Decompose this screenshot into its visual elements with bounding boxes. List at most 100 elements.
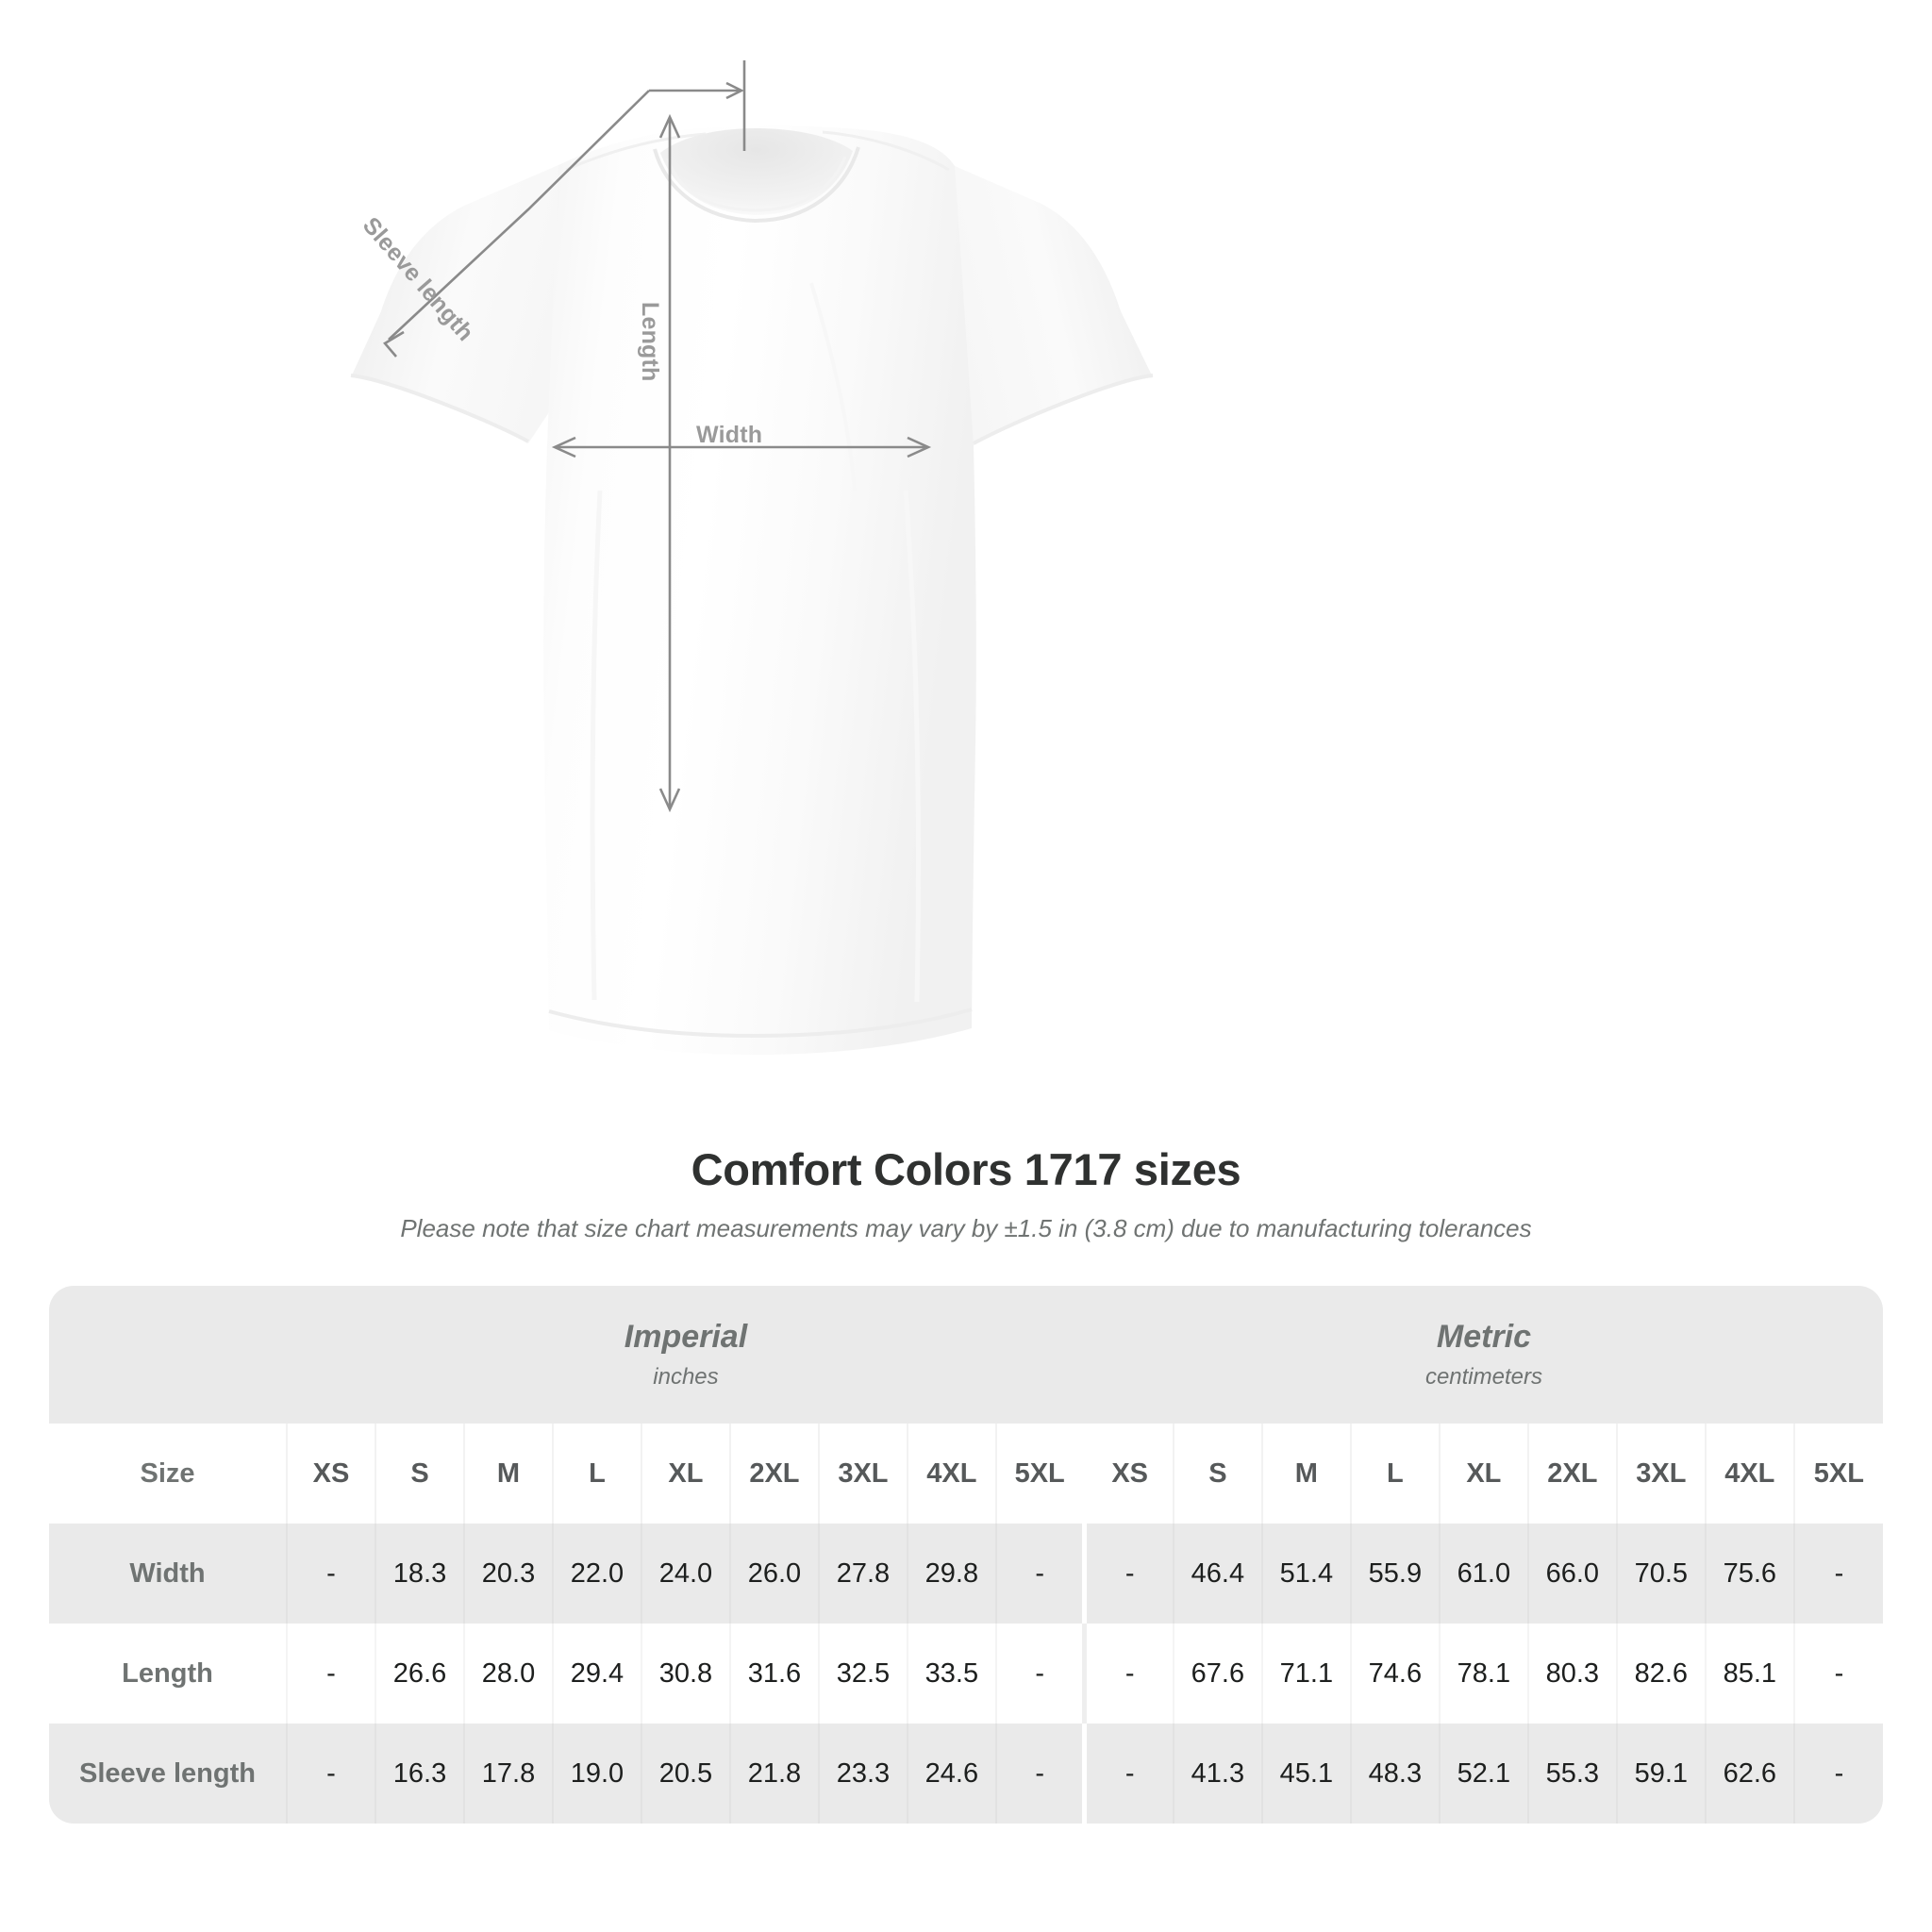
cell-length-metric-M: 71.1 xyxy=(1260,1624,1351,1724)
cell-width-imperial-XL: 24.0 xyxy=(640,1524,730,1624)
size-header-imperial-XL: XL xyxy=(640,1424,730,1524)
cell-sleeve-length-metric-5XL: - xyxy=(1792,1724,1883,1824)
cell-length-imperial-XS: - xyxy=(286,1624,375,1724)
left-shoulder-seam xyxy=(565,132,707,172)
unit-name-metric: Metric xyxy=(1436,1319,1532,1356)
cell-length-imperial-M: 28.0 xyxy=(462,1624,553,1724)
sleeve-arrow-right xyxy=(725,81,744,100)
size-header-label: Size xyxy=(140,1457,195,1489)
length-annotation: Length xyxy=(637,302,663,382)
size-header-row: Size XS S M L XL 2XL 3XL 4XL 5XL XS S M L XL 2XL 3XL 4XL 5… xyxy=(49,1424,1883,1524)
cell-sleeve-length-imperial-XS: - xyxy=(286,1724,375,1824)
cell-width-metric-2XL: 66.0 xyxy=(1526,1524,1617,1624)
cell-length-metric-5XL: - xyxy=(1792,1624,1883,1724)
tshirt-svg xyxy=(350,60,1154,1055)
cell-length-metric-XL: 78.1 xyxy=(1438,1624,1528,1724)
table-row: Length -26.6 28.0 29.4 30.8 31.6 32.5 33.5- -67.… xyxy=(49,1624,1883,1724)
size-header-imperial-4XL: 4XL xyxy=(906,1424,996,1524)
size-header-metric-3XL: 3XL xyxy=(1615,1424,1706,1524)
cell-length-imperial-XL: 30.8 xyxy=(640,1624,730,1724)
cell-length-imperial-2XL: 31.6 xyxy=(728,1624,819,1724)
cell-sleeve-length-metric-M: 45.1 xyxy=(1260,1724,1351,1824)
cell-width-metric-3XL: 70.5 xyxy=(1615,1524,1706,1624)
cell-length-metric-S: 67.6 xyxy=(1172,1624,1262,1724)
cell-sleeve-length-metric-S: 41.3 xyxy=(1172,1724,1262,1824)
table-row: Sleeve length -16.3 17.8 19.0 20.5 21.8 23.3 24… xyxy=(49,1724,1883,1824)
unit-cell-imperial: Imperial inches xyxy=(287,1286,1085,1424)
size-header-metric-L: L xyxy=(1349,1424,1440,1524)
size-header-metric-4XL: 4XL xyxy=(1704,1424,1794,1524)
cell-sleeve-length-imperial-L: 19.0 xyxy=(551,1724,641,1824)
fold-left xyxy=(590,490,603,1001)
table-row: Width -18.3 20.3 22.0 24.0 26.0 27.8 29.8- -46.4… xyxy=(49,1524,1883,1624)
cell-sleeve-length-imperial-2XL: 21.8 xyxy=(728,1724,819,1824)
cell-sleeve-length-imperial-M: 17.8 xyxy=(462,1724,553,1824)
cell-length-metric-L: 74.6 xyxy=(1349,1624,1440,1724)
shirt-body xyxy=(543,125,976,1055)
left-sleeve-hem xyxy=(350,374,529,443)
collar-rib-outer xyxy=(653,146,860,224)
cell-sleeve-length-metric-XL: 52.1 xyxy=(1438,1724,1528,1824)
cell-sleeve-length-metric-XS: - xyxy=(1082,1724,1174,1824)
size-header-metric-XL: XL xyxy=(1438,1424,1528,1524)
unit-sub-metric: centimeters xyxy=(1424,1363,1542,1390)
size-header-imperial-XS: XS xyxy=(286,1424,375,1524)
size-header-metric-S: S xyxy=(1172,1424,1262,1524)
width-arrow-right xyxy=(907,436,932,458)
cell-sleeve-length-metric-4XL: 62.6 xyxy=(1704,1724,1794,1824)
size-header-imperial-5XL: 5XL xyxy=(994,1424,1085,1524)
cell-width-metric-5XL: - xyxy=(1792,1524,1883,1624)
cell-length-imperial-S: 26.6 xyxy=(375,1624,464,1724)
unit-cell-metric: Metric centimeters xyxy=(1085,1286,1883,1424)
cell-width-metric-XS: - xyxy=(1082,1524,1174,1624)
size-header-imperial-2XL: 2XL xyxy=(728,1424,819,1524)
cell-width-imperial-2XL: 26.0 xyxy=(728,1524,819,1624)
right-sleeve-hem xyxy=(973,374,1154,445)
bottom-hem xyxy=(548,1008,973,1039)
cell-length-metric-2XL: 80.3 xyxy=(1526,1624,1617,1724)
cell-sleeve-length-metric-2XL: 55.3 xyxy=(1526,1724,1617,1824)
cell-sleeve-length-metric-3XL: 59.1 xyxy=(1615,1724,1706,1824)
sleeve-arrow-down xyxy=(383,330,405,358)
cell-width-imperial-5XL: - xyxy=(994,1524,1085,1624)
unit-sub-imperial: inches xyxy=(653,1363,719,1390)
fold-chest xyxy=(809,282,857,491)
cell-width-metric-XL: 61.0 xyxy=(1438,1524,1528,1624)
unit-row-corner xyxy=(49,1286,287,1424)
size-header-imperial-3XL: 3XL xyxy=(817,1424,908,1524)
cell-length-metric-4XL: 85.1 xyxy=(1704,1624,1794,1724)
fold-right xyxy=(903,490,921,1003)
cell-sleeve-length-imperial-S: 16.3 xyxy=(375,1724,464,1824)
cell-length-imperial-L: 29.4 xyxy=(551,1624,641,1724)
cell-width-imperial-M: 20.3 xyxy=(462,1524,553,1624)
width-arrow-left xyxy=(551,436,576,458)
cell-width-imperial-L: 22.0 xyxy=(551,1524,641,1624)
size-header-metric-M: M xyxy=(1260,1424,1351,1524)
cell-length-imperial-5XL: - xyxy=(994,1624,1085,1724)
row-label-length: Length xyxy=(122,1657,213,1689)
width-annotation: Width xyxy=(696,422,763,448)
cell-length-metric-3XL: 82.6 xyxy=(1615,1624,1706,1724)
page-title: Comfort Colors 1717 sizes xyxy=(691,1144,1241,1194)
size-chart-body: Size XS S M L XL 2XL 3XL 4XL 5XL XS S M L XL 2XL 3XL 4XL 5… xyxy=(49,1424,1883,1824)
cell-width-imperial-S: 18.3 xyxy=(375,1524,464,1624)
cell-width-imperial-XS: - xyxy=(286,1524,375,1624)
cell-width-metric-S: 46.4 xyxy=(1172,1524,1262,1624)
cell-length-imperial-3XL: 32.5 xyxy=(817,1624,908,1724)
measurement-guides xyxy=(383,60,932,813)
length-arrow-up xyxy=(658,113,681,139)
unit-name-imperial: Imperial xyxy=(624,1319,748,1356)
cell-width-metric-L: 55.9 xyxy=(1349,1524,1440,1624)
collar-opening xyxy=(660,128,853,215)
cell-width-metric-M: 51.4 xyxy=(1260,1524,1351,1624)
right-sleeve xyxy=(932,166,1153,445)
unit-system-header-row: Imperial inches Metric centimeters xyxy=(49,1286,1883,1424)
cell-length-imperial-4XL: 33.5 xyxy=(906,1624,996,1724)
size-chart-table: Imperial inches Metric centimeters Size X… xyxy=(49,1286,1883,1824)
cell-sleeve-length-imperial-5XL: - xyxy=(994,1724,1085,1824)
size-header-metric-2XL: 2XL xyxy=(1526,1424,1617,1524)
chart-header: Comfort Colors 1717 sizes Please note th… xyxy=(0,1143,1932,1243)
length-arrow-down xyxy=(658,788,681,813)
cell-width-imperial-3XL: 27.8 xyxy=(817,1524,908,1624)
